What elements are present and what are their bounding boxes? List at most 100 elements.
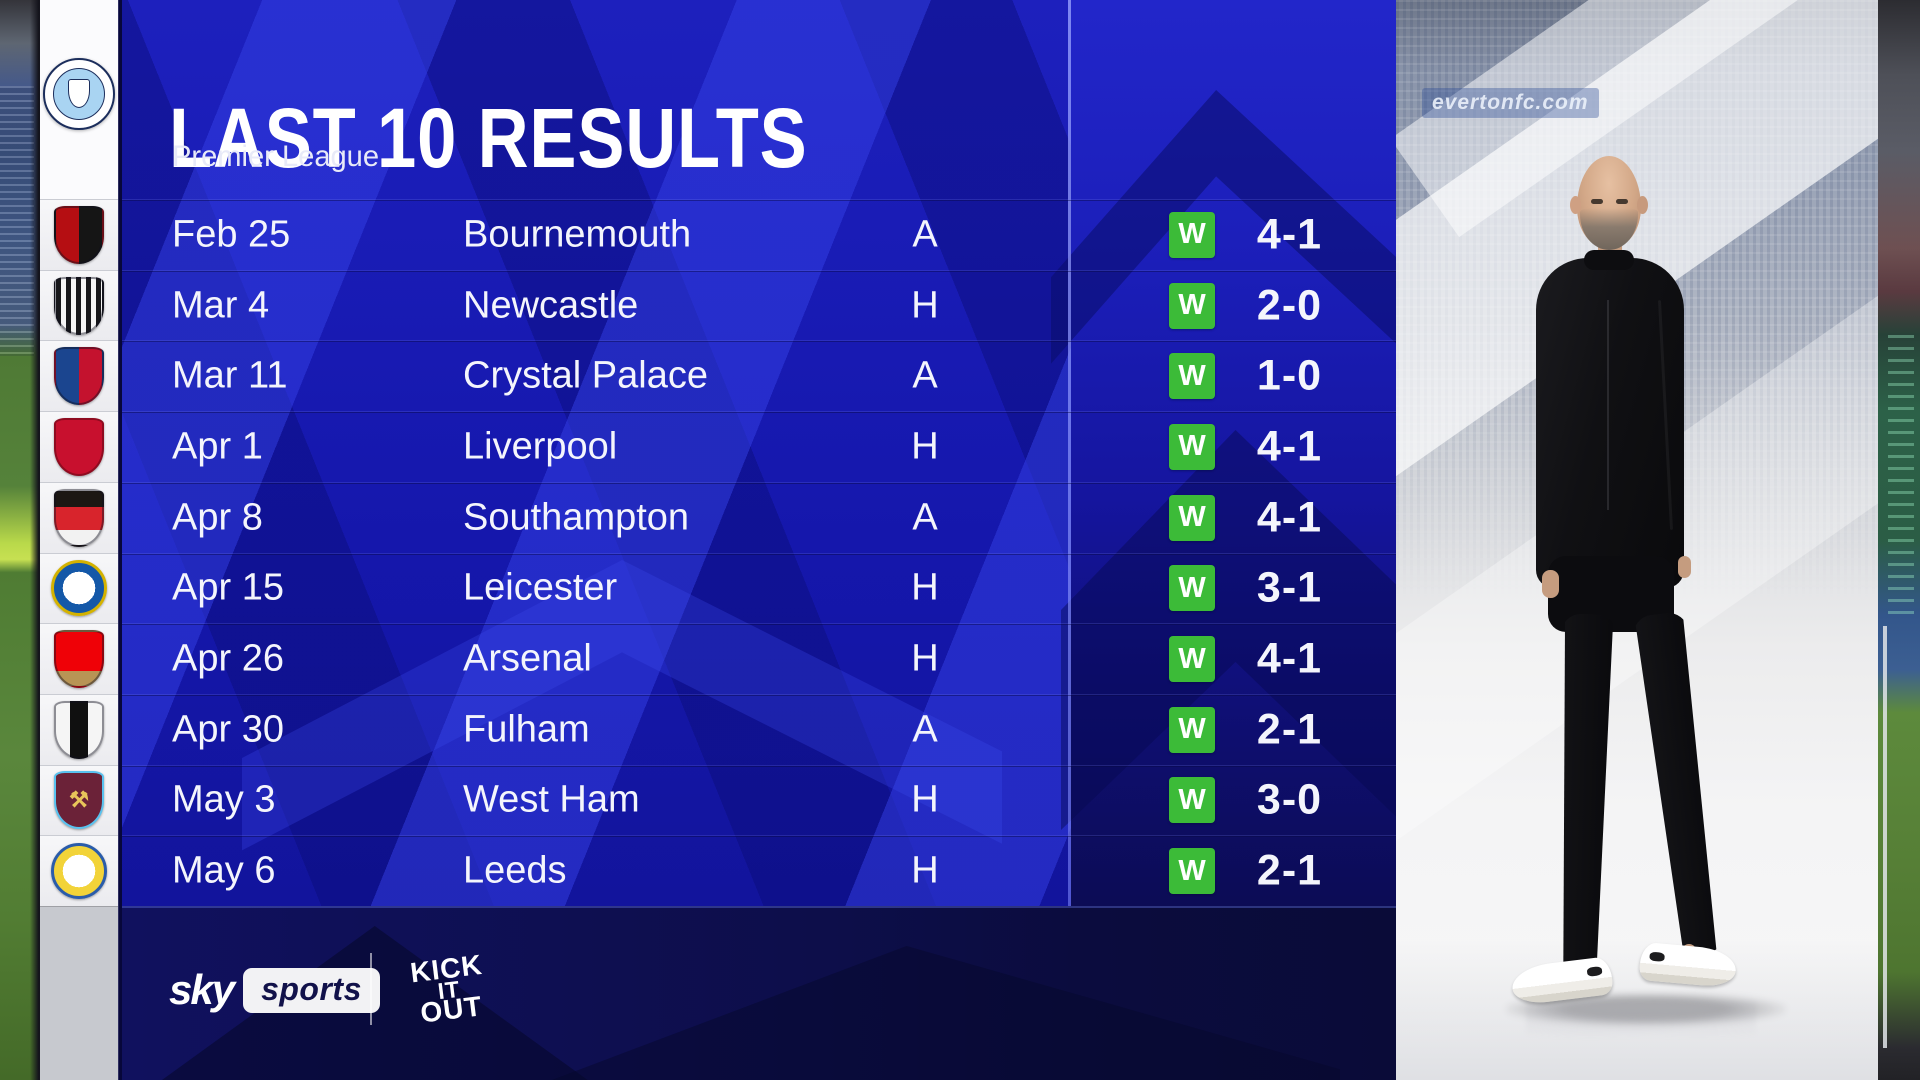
crest-cell: [40, 693, 118, 765]
venue-indicator: H: [911, 284, 939, 327]
result-badge: W: [1169, 211, 1215, 258]
newcastle-crest: [54, 276, 104, 335]
match-score: 3-0: [1256, 775, 1323, 824]
opponent-name: Newcastle: [463, 284, 639, 327]
video-edge-left: [0, 0, 40, 1080]
venue-indicator: A: [912, 354, 938, 397]
liverpool-crest: [54, 417, 104, 476]
result-row: Apr 8 Southampton A W 4-1: [122, 481, 1396, 553]
venue-indicator: A: [912, 213, 938, 256]
manchester-city-crest: [43, 58, 115, 130]
match-date: Apr 30: [172, 708, 284, 751]
figure-right-ear: [1637, 196, 1648, 214]
figure-right-shoe: [1638, 941, 1738, 989]
match-date: Apr 15: [172, 566, 284, 609]
figure-left-hand: [1542, 570, 1559, 598]
southampton-crest: [54, 488, 104, 547]
competition-subtitle: Premier League: [172, 140, 380, 173]
result-badge: W: [1169, 636, 1215, 683]
rail-footer: [40, 906, 118, 1080]
crest-cell: [40, 623, 118, 694]
arsenal-crest: [54, 630, 104, 689]
match-date: Apr 1: [172, 425, 263, 468]
result-badge: W: [1169, 282, 1215, 329]
match-score: 2-1: [1256, 705, 1323, 754]
result-row: May 6 Leeds H W 2-1: [122, 835, 1396, 906]
figure-right-leg: [1631, 611, 1727, 957]
opponent-name: Bournemouth: [463, 213, 692, 256]
opponent-name: Arsenal: [463, 637, 592, 680]
venue-indicator: H: [911, 425, 939, 468]
match-score: 1-0: [1256, 351, 1323, 400]
match-date: Apr 26: [172, 637, 284, 680]
result-row: Apr 26 Arsenal H W 4-1: [122, 623, 1396, 694]
figure-right-eye: [1616, 199, 1628, 204]
venue-indicator: H: [911, 566, 939, 609]
result-badge: W: [1169, 565, 1215, 612]
opponent-name: Leicester: [463, 566, 618, 609]
match-score: 4-1: [1256, 493, 1323, 542]
west-ham-crest: [54, 771, 104, 830]
figure-left-shoe: [1510, 956, 1614, 1006]
kick-it-out-line3: OUT: [418, 990, 485, 1029]
match-date: Mar 11: [172, 354, 288, 397]
manager-photo-panel: evertonfc.com: [1396, 0, 1878, 1080]
match-score: 4-1: [1256, 634, 1323, 683]
opponent-name: Southampton: [463, 496, 690, 539]
match-score: 4-1: [1256, 210, 1323, 259]
result-badge: W: [1169, 423, 1215, 470]
match-score: 2-0: [1256, 281, 1323, 330]
result-row: Apr 30 Fulham A W 2-1: [122, 693, 1396, 765]
result-row: Apr 15 Leicester H W 3-1: [122, 552, 1396, 624]
result-row: Apr 1 Liverpool H W 4-1: [122, 411, 1396, 482]
leicester-crest: [51, 560, 107, 617]
venue-indicator: A: [912, 708, 938, 751]
crest-cell: [40, 269, 118, 341]
results-table: Feb 25 Bournemouth A W 4-1 Mar 4 Newcastle H W 2-…: [122, 199, 1396, 906]
sky-sports-logo: sky sports: [169, 963, 380, 1017]
figure-left-ear: [1570, 196, 1581, 214]
crest-cell: [40, 411, 118, 482]
match-date: Apr 8: [172, 496, 263, 539]
studio-floor: [1396, 940, 1878, 1080]
match-score: 4-1: [1256, 422, 1323, 471]
opponent-name: Crystal Palace: [463, 354, 708, 397]
opponent-name: Liverpool: [463, 425, 618, 468]
opponent-name: West Ham: [463, 778, 640, 821]
pep-guardiola-figure: [1396, 0, 1878, 1080]
crest-cell: [40, 199, 118, 270]
result-badge: W: [1169, 777, 1215, 824]
manchester-city-cell: [40, 0, 118, 200]
opponent-name: Leeds: [463, 849, 567, 892]
fulham-crest: [54, 700, 104, 759]
leeds-crest: [51, 843, 107, 900]
result-row: May 3 West Ham H W 3-0: [122, 764, 1396, 836]
result-row: Feb 25 Bournemouth A W 4-1: [122, 199, 1396, 270]
crest-cell: [40, 552, 118, 624]
match-date: May 3: [172, 778, 276, 821]
match-date: Feb 25: [172, 213, 291, 256]
video-edge-right: [1878, 0, 1920, 1080]
match-date: May 6: [172, 849, 276, 892]
stadium-watermark: evertonfc.com: [1422, 88, 1599, 118]
crest-cell: [40, 481, 118, 553]
figure-left-leg: [1552, 613, 1616, 976]
crest-cell: [40, 340, 118, 412]
logo-divider: [370, 953, 372, 1025]
page-title: LAST 10 RESULTS: [169, 91, 808, 186]
opponent-name: Fulham: [463, 708, 590, 751]
score-column-background: [1071, 0, 1396, 906]
column-divider-line: [1068, 0, 1071, 1080]
match-score: 3-1: [1256, 563, 1323, 612]
sky-logo-text: sky: [169, 966, 235, 1013]
figure-beard: [1580, 208, 1638, 250]
crest-cell: [40, 764, 118, 836]
jacket-opening: [1607, 300, 1609, 510]
results-panel: LAST 10 RESULTS Premier League Feb 25 Bou…: [118, 0, 1396, 1080]
crystal-palace-crest: [54, 347, 104, 406]
figure-torso: [1536, 258, 1684, 588]
result-row: Mar 11 Crystal Palace A W 1-0: [122, 340, 1396, 411]
opponent-crest-list: [40, 199, 118, 907]
result-badge: W: [1169, 706, 1215, 753]
